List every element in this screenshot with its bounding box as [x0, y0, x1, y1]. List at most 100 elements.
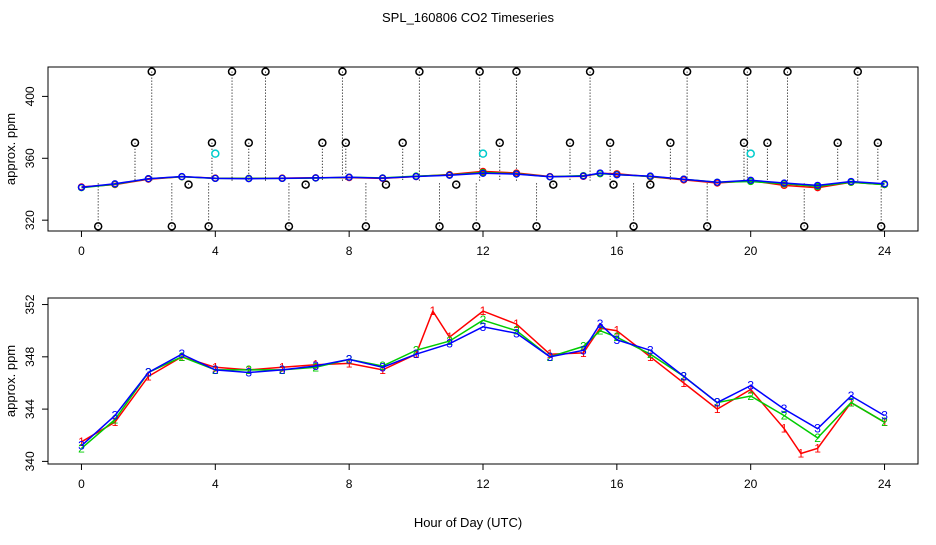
- series-marker-3: 3: [814, 422, 821, 436]
- bottom-panel: approx. ppm Hour of Day (UTC) 0 4 8 12 16 20 2…: [3, 294, 919, 530]
- outlier-point: [585, 67, 595, 76]
- outlier-point: [495, 138, 504, 148]
- y-tick-label: 360: [23, 148, 37, 168]
- outlier-point: [763, 138, 772, 148]
- series-marker-2: 2: [379, 359, 386, 373]
- series-line-2: [81, 319, 885, 449]
- series-marker-3: 3: [245, 366, 252, 380]
- outlier-point: [415, 67, 424, 76]
- series-marker-3: [546, 173, 554, 181]
- series-marker-2: 2: [647, 347, 654, 361]
- x-tick-label: 0: [78, 244, 85, 258]
- flagged-point: [211, 149, 220, 158]
- series-marker-3: [312, 174, 320, 182]
- series-marker-3: [880, 180, 889, 188]
- series-marker-3: [445, 171, 454, 179]
- series-marker-3: 3: [781, 402, 788, 416]
- outlier-point: [244, 138, 254, 148]
- x-tick-label: 20: [744, 477, 758, 491]
- series-marker-3: [613, 171, 621, 179]
- series-marker-3: [278, 174, 286, 183]
- x-tick-label: 0: [78, 477, 85, 491]
- x-tick-label: 8: [346, 244, 353, 258]
- series-marker-2: 2: [614, 330, 621, 344]
- series-marker-3: [378, 174, 387, 182]
- outlier-point: [799, 222, 809, 231]
- series-marker-1: 1: [212, 360, 219, 374]
- series-marker-1: 1: [597, 321, 604, 335]
- series-marker-3: 3: [179, 347, 186, 361]
- outlier-point: [130, 138, 140, 148]
- series-marker-3: [111, 180, 119, 188]
- x-tick-label: 24: [878, 477, 892, 491]
- series-marker-2: 2: [781, 409, 788, 423]
- outlier-point: [739, 138, 749, 148]
- series-marker-3: 3: [680, 369, 687, 383]
- series-marker-3: 3: [614, 333, 621, 347]
- outlier-point: [605, 138, 615, 148]
- x-axis-label: Hour of Day (UTC): [414, 515, 522, 530]
- outlier-point: [318, 138, 327, 148]
- outlier-point: [167, 222, 177, 231]
- series-marker-3: 3: [279, 363, 286, 377]
- series-marker-2: 2: [446, 334, 453, 348]
- series-marker-3: [245, 175, 253, 183]
- outlier-point: [873, 138, 883, 148]
- outlier-point: [702, 222, 712, 231]
- outlier-point: [204, 222, 213, 231]
- outlier-point: [398, 138, 407, 148]
- series-marker-3: 3: [597, 317, 604, 331]
- series-marker-1: 1: [429, 304, 436, 318]
- outlier-point: [341, 138, 351, 148]
- outlier-point: [227, 67, 237, 76]
- series-marker-2: 2: [179, 350, 186, 364]
- outlier-point: [549, 180, 558, 189]
- series-marker-3: 3: [480, 320, 487, 334]
- series-marker-3: 3: [78, 439, 85, 453]
- bottom-y-axis-label: approx. ppm: [3, 345, 18, 417]
- flagged-point: [478, 149, 488, 158]
- series-marker-3: 3: [112, 409, 119, 423]
- series-marker-3: 3: [346, 352, 353, 366]
- series-marker-1: 1: [513, 317, 520, 331]
- x-tick-label: 16: [610, 244, 624, 258]
- x-tick-label: 4: [212, 244, 219, 258]
- series-marker-3: 3: [413, 347, 420, 361]
- series-marker-3: 3: [747, 379, 754, 393]
- series-marker-2: 2: [814, 431, 821, 445]
- outlier-point: [876, 222, 886, 231]
- outlier-point: [451, 180, 461, 189]
- top-plot-frame: [47, 66, 919, 232]
- series-marker-3: [646, 172, 654, 180]
- outlier-point: [435, 222, 444, 231]
- series-marker-3: [412, 172, 420, 181]
- x-tick-label: 12: [476, 244, 490, 258]
- series-marker-1: 1: [714, 402, 721, 416]
- series-marker-3: 3: [580, 343, 587, 357]
- outlier-point: [629, 222, 638, 231]
- series-marker-3: [847, 177, 855, 186]
- series-marker-3: [813, 181, 822, 190]
- outlier-point: [682, 67, 692, 76]
- flagged-point: [746, 149, 755, 158]
- top-panel: approx. ppm 0 4 8 12 16 20 24 320 360 400: [3, 66, 919, 258]
- outlier-point: [646, 180, 655, 189]
- series-marker-3: 3: [848, 389, 855, 403]
- series-marker-3: 3: [312, 359, 319, 373]
- outlier-point: [93, 222, 103, 231]
- series-marker-1: 1: [614, 324, 621, 338]
- series-marker-3: 3: [446, 337, 453, 351]
- outlier-point: [853, 67, 863, 76]
- series-marker-2: 2: [881, 415, 888, 429]
- series-marker-3: [596, 169, 604, 177]
- series-marker-2: 2: [580, 339, 587, 353]
- x-tick-label: 4: [212, 477, 219, 491]
- x-tick-label: 20: [744, 244, 758, 258]
- series-marker-2: 2: [312, 360, 319, 374]
- series-marker-1: 1: [379, 363, 386, 377]
- series-marker-1: 1: [747, 382, 754, 396]
- outlier-point: [284, 222, 294, 231]
- outlier-point: [666, 138, 675, 148]
- series-marker-2: 2: [112, 413, 119, 427]
